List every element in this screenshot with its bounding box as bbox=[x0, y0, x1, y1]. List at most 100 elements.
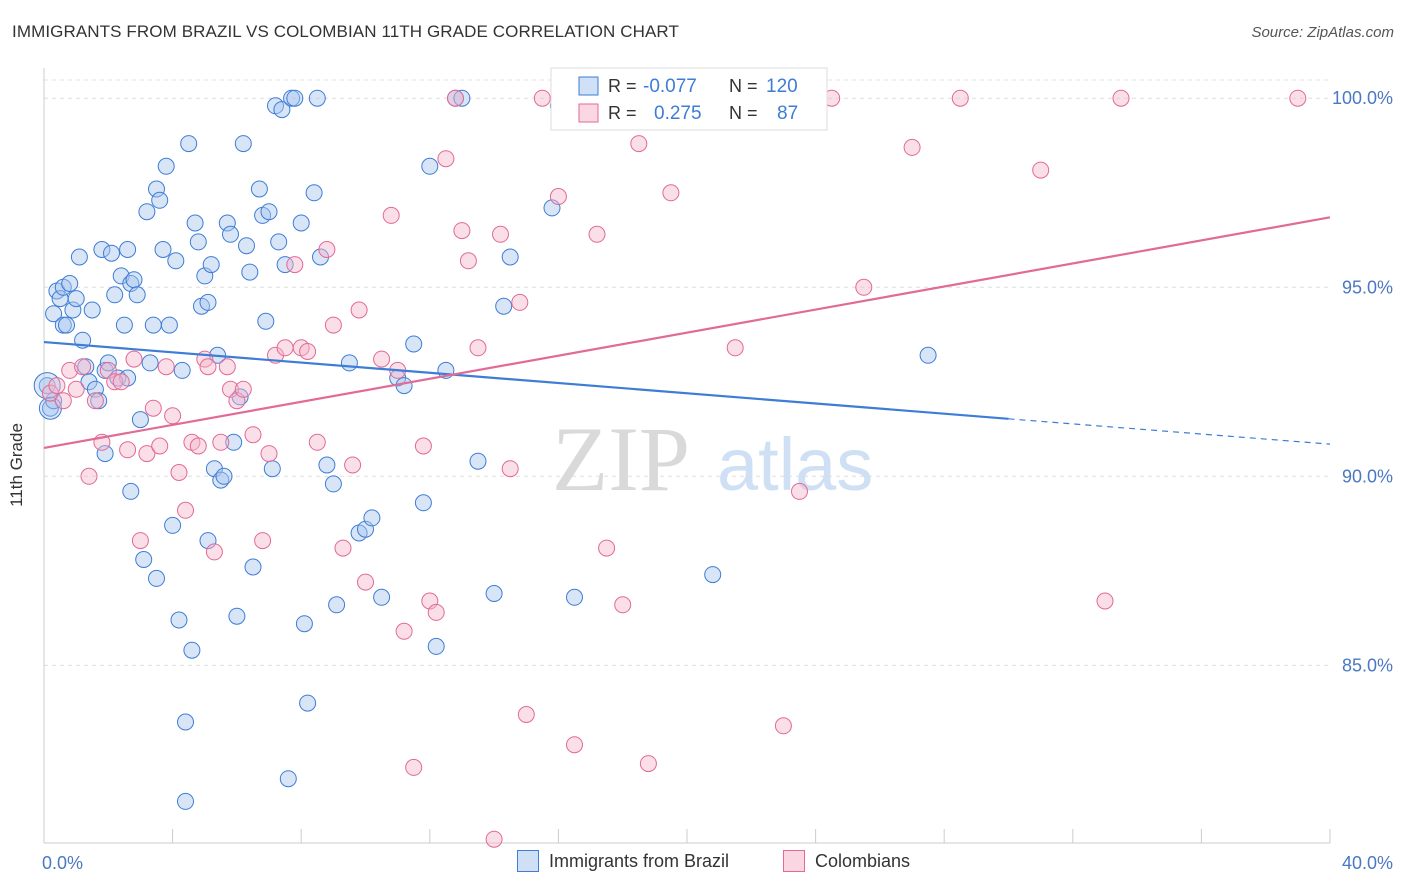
brazil-point-43[interactable] bbox=[157, 157, 175, 175]
colombians-point-28[interactable] bbox=[218, 358, 236, 376]
brazil-point-80[interactable] bbox=[273, 101, 291, 119]
brazil-point-16[interactable] bbox=[83, 301, 101, 319]
brazil-point-107[interactable] bbox=[453, 89, 471, 107]
brazil-point-42[interactable] bbox=[154, 241, 172, 258]
brazil-point-115[interactable] bbox=[704, 566, 722, 584]
brazil-point-51[interactable] bbox=[180, 135, 198, 153]
brazil-point-79[interactable] bbox=[270, 233, 288, 251]
colombians-point-7[interactable] bbox=[86, 392, 104, 410]
colombians-point-19[interactable] bbox=[164, 407, 182, 425]
brazil-point-39[interactable] bbox=[148, 569, 165, 587]
brazil-point-101[interactable] bbox=[405, 335, 423, 353]
brazil-point-94[interactable] bbox=[340, 354, 358, 372]
colombians-point-77[interactable] bbox=[774, 717, 792, 735]
brazil-point-71[interactable] bbox=[241, 263, 259, 281]
brazil-point-40[interactable] bbox=[148, 180, 165, 198]
brazil-point-24[interactable] bbox=[106, 286, 124, 304]
brazil-point-89[interactable] bbox=[308, 89, 326, 107]
brazil-point-45[interactable] bbox=[164, 516, 182, 534]
brazil-point-50[interactable] bbox=[177, 792, 194, 810]
colombians-point-12[interactable] bbox=[119, 441, 137, 459]
colombians-point-72[interactable] bbox=[630, 135, 648, 153]
colombians-point-82[interactable] bbox=[951, 89, 969, 107]
brazil-point-86[interactable] bbox=[295, 615, 313, 633]
brazil-point-10[interactable] bbox=[64, 301, 82, 319]
colombians-point-23[interactable] bbox=[189, 437, 207, 455]
colombians-point-48[interactable] bbox=[382, 206, 400, 224]
colombians-point-50[interactable] bbox=[395, 622, 413, 640]
colombians-point-67[interactable] bbox=[566, 736, 583, 754]
colombians-point-11[interactable] bbox=[112, 373, 130, 391]
brazil-point-70[interactable] bbox=[238, 237, 255, 255]
colombians-point-62[interactable] bbox=[501, 460, 519, 478]
colombians-point-64[interactable] bbox=[517, 706, 535, 723]
brazil-point-28[interactable] bbox=[119, 241, 137, 258]
colombians-point-78[interactable] bbox=[791, 482, 808, 500]
brazil-point-93[interactable] bbox=[328, 596, 346, 614]
colombians-point-76[interactable] bbox=[726, 339, 744, 357]
brazil-point-8[interactable] bbox=[58, 316, 75, 334]
colombians-point-5[interactable] bbox=[74, 358, 92, 376]
colombians-point-74[interactable] bbox=[662, 184, 680, 202]
colombians-point-32[interactable] bbox=[244, 426, 262, 444]
brazil-point-12[interactable] bbox=[70, 248, 88, 266]
colombians-point-37[interactable] bbox=[286, 256, 304, 274]
brazil-point-100[interactable] bbox=[395, 377, 413, 395]
colombians-point-34[interactable] bbox=[260, 445, 278, 463]
brazil-point-114[interactable] bbox=[566, 588, 583, 606]
colombians-point-43[interactable] bbox=[334, 539, 352, 557]
colombians-point-13[interactable] bbox=[125, 350, 143, 368]
colombians-point-10[interactable] bbox=[106, 373, 124, 391]
colombians-point-21[interactable] bbox=[177, 501, 194, 519]
brazil-point-69[interactable] bbox=[234, 135, 252, 153]
colombians-point-14[interactable] bbox=[131, 532, 149, 550]
colombians-point-55[interactable] bbox=[437, 150, 455, 168]
colombians-point-59[interactable] bbox=[469, 339, 487, 357]
colombians-point-83[interactable] bbox=[1032, 161, 1050, 179]
brazil-point-110[interactable] bbox=[495, 297, 513, 315]
colombians-point-6[interactable] bbox=[80, 467, 98, 485]
colombians-point-85[interactable] bbox=[1112, 89, 1130, 107]
brazil-point-103[interactable] bbox=[421, 157, 439, 175]
brazil-point-76[interactable] bbox=[260, 203, 278, 221]
brazil-point-65[interactable] bbox=[222, 225, 239, 243]
colombians-point-56[interactable] bbox=[447, 89, 464, 107]
brazil-point-92[interactable] bbox=[324, 475, 342, 493]
legend-item-colombians[interactable]: Colombians bbox=[783, 850, 910, 872]
brazil-point-11[interactable] bbox=[67, 290, 85, 308]
brazil-point-77[interactable] bbox=[263, 460, 281, 478]
brazil-point-85[interactable] bbox=[292, 214, 310, 232]
legend-item-brazil[interactable]: Immigrants from Brazil bbox=[517, 850, 729, 872]
brazil-point-3[interactable] bbox=[45, 305, 63, 323]
brazil-point-32[interactable] bbox=[125, 271, 143, 289]
colombians-point-52[interactable] bbox=[414, 437, 432, 455]
colombians-point-26[interactable] bbox=[205, 543, 223, 561]
brazil-point-49[interactable] bbox=[177, 713, 194, 731]
brazil-point-97[interactable] bbox=[363, 509, 381, 527]
brazil-point-44[interactable] bbox=[160, 316, 178, 334]
colombians-point-31[interactable] bbox=[234, 380, 252, 398]
colombians-point-40[interactable] bbox=[308, 433, 326, 451]
brazil-point-104[interactable] bbox=[427, 637, 445, 655]
brazil-point-46[interactable] bbox=[167, 252, 185, 270]
brazil-point-91[interactable] bbox=[318, 456, 336, 474]
colombians-point-65[interactable] bbox=[533, 89, 551, 107]
brazil-point-108[interactable] bbox=[469, 452, 487, 470]
brazil-point-66[interactable] bbox=[225, 433, 243, 451]
brazil-point-57[interactable] bbox=[199, 293, 217, 311]
brazil-point-73[interactable] bbox=[250, 180, 268, 198]
colombians-point-25[interactable] bbox=[199, 358, 217, 376]
colombians-point-81[interactable] bbox=[903, 138, 921, 156]
colombians-point-69[interactable] bbox=[588, 225, 606, 243]
colombians-point-1[interactable] bbox=[48, 377, 66, 395]
brazil-point-63[interactable] bbox=[215, 467, 233, 485]
colombians-point-17[interactable] bbox=[151, 437, 169, 455]
colombians-point-36[interactable] bbox=[276, 339, 294, 357]
brazil-point-27[interactable] bbox=[115, 316, 133, 334]
colombians-point-4[interactable] bbox=[67, 380, 85, 398]
colombians-point-41[interactable] bbox=[318, 241, 336, 258]
colombians-point-2[interactable] bbox=[54, 392, 72, 410]
brazil-point-37[interactable] bbox=[141, 354, 159, 372]
brazil-point-59[interactable] bbox=[202, 256, 220, 274]
brazil-point-87[interactable] bbox=[299, 694, 317, 712]
